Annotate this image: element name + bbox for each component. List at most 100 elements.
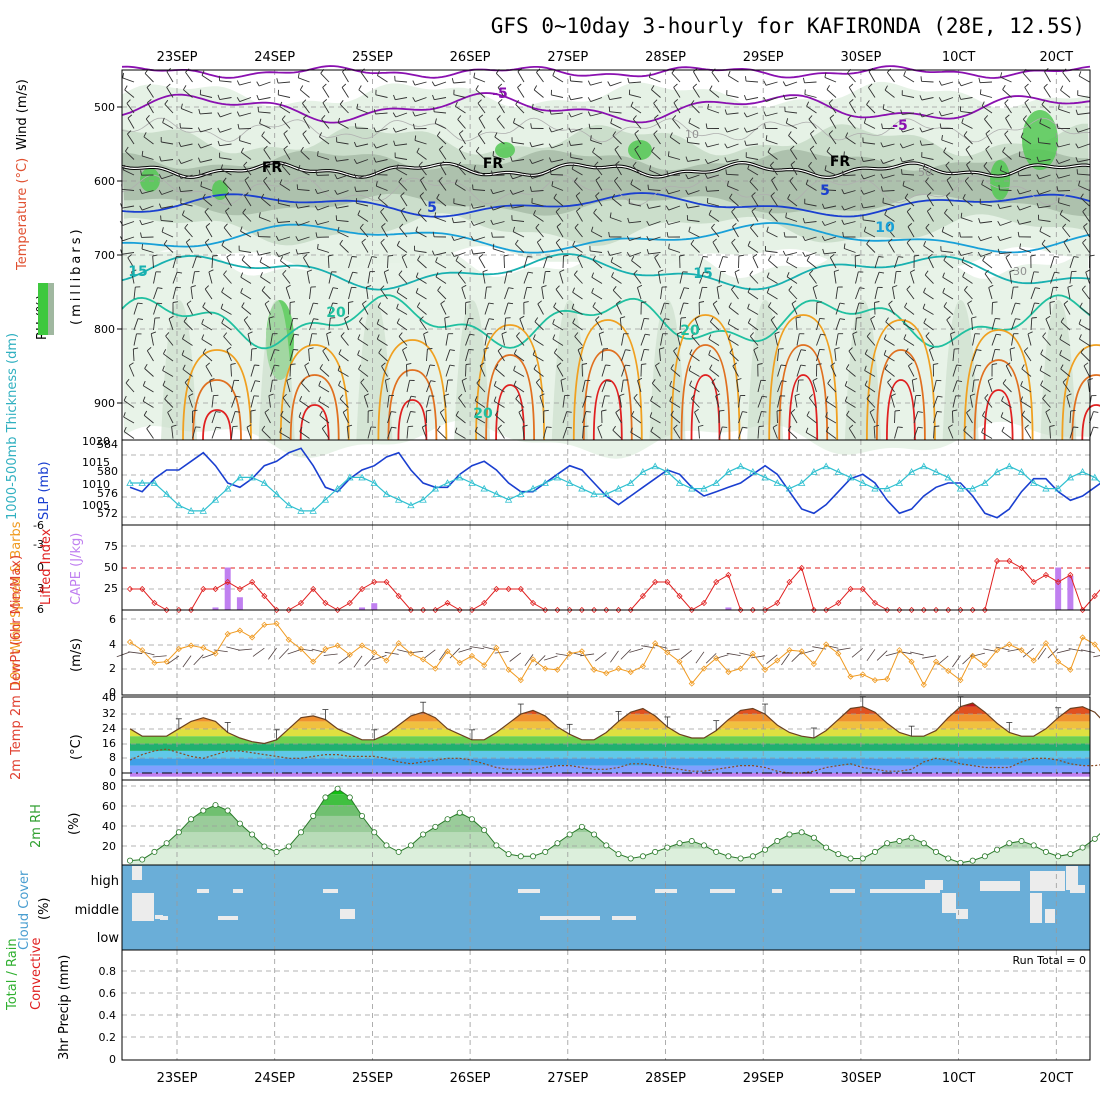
wind-barb-flag [188,393,194,397]
wind-barb-flag [571,303,575,309]
wind-barb-flag [1060,85,1064,91]
wind-barb-flag [182,364,186,370]
wind-barb-flag [337,117,341,123]
wind-barb [941,97,954,103]
wind-barb [401,256,408,269]
wind-barb-flag [402,346,408,351]
wind-speed-point [700,665,708,672]
wind-barb [473,252,486,255]
wind-barb [1001,400,1012,408]
wind-barb [122,221,135,226]
wind-barb-flag [845,364,850,370]
wind-barb [504,302,509,315]
wind-barb [342,71,349,83]
wind-barb-flag [1024,83,1029,88]
thickness-point [285,501,293,509]
wind-barb [864,231,876,238]
wind-barb-flag [669,396,673,402]
wind-barb [346,426,349,439]
lifted-index-point [700,599,708,607]
wind-barb [890,395,895,408]
wind-barb-flag [825,396,829,402]
wind-barb [962,198,973,207]
wind-barb [127,117,135,129]
wind-barb [473,221,486,226]
wind-barb [946,195,954,207]
wind-barb [534,321,544,331]
wind-barb [164,103,174,114]
wind-barb-flag [412,80,416,86]
wind-barb-flag [751,207,756,212]
wind-barb [1022,119,1032,129]
wind-barb-flag [264,161,269,165]
wind-barb [337,231,349,238]
wind-barb [884,89,895,98]
wind-barb [634,133,642,145]
wind-barb-flag [300,146,304,152]
wind-barb-flag [587,111,591,117]
wind-barb-flag [709,85,713,91]
wind-speed-point [371,649,378,656]
wind-barb-flag [977,251,982,257]
wind-speed-point [1018,647,1025,654]
wind-barb-flag [334,156,338,162]
wind-barb-flag [962,193,966,199]
cloud-clear-cell [942,893,956,913]
wind-barb [551,143,564,149]
wind-barb [543,256,548,269]
wind-barb-flag [772,424,778,428]
wind-barb-flag [738,254,744,257]
wind-barb [555,211,564,222]
wind-barb-flag [1016,189,1020,195]
wind-barb [687,141,700,145]
wind-barb [434,81,447,87]
wind-barb-flag [824,72,827,78]
wind-barb-flag [855,254,861,257]
wind-barb-flag [743,127,748,133]
wind-barb-flag [1039,365,1043,371]
rh-point [310,812,317,819]
wind-barb [356,108,369,114]
wind-barb-flag [201,319,204,325]
wind-barb-flag [440,408,445,413]
rh-point [127,857,134,864]
wind-barb [1009,271,1012,284]
wind-barb-flag [880,142,884,148]
wind-barb [555,242,564,253]
wind-barb [729,197,739,207]
wind-barb [497,87,505,98]
wind-barb-flag [747,303,750,309]
wind-barb-flag [590,135,592,141]
wind-barb [122,236,135,242]
wind-barb [633,273,642,284]
wind-barb [436,135,447,145]
wind-barb [438,149,447,160]
wind-barb-flag [866,332,871,337]
wind-barb-flag [417,255,421,261]
thickness-point [382,490,391,498]
temperature-band [130,736,1090,744]
wind-barb-flag [894,409,901,412]
wind-barb-flag [786,272,790,277]
wind-barb [289,349,294,362]
wind-barb [747,291,759,300]
wind-barb-flag [904,193,909,199]
rh-point [517,853,524,860]
wind-speed-point [297,645,305,653]
wind-barb-flag [925,332,930,337]
wind-barb-flag [158,174,162,179]
wind-barb-flag [826,85,830,90]
wind-barb [281,119,291,129]
wind-barb [204,211,213,222]
wind-speed-point [481,662,488,669]
wind-barb [921,156,934,160]
surface-wind-barb [470,646,485,650]
wind-barb [477,102,486,114]
wind-barb [318,385,330,393]
wind-barb [338,353,349,362]
wind-barb [402,349,408,362]
wind-barb-flag [1040,380,1044,386]
wind-barb-flag [611,193,615,199]
wind-barb-flag [982,255,986,261]
wind-barb-flag [926,192,932,197]
